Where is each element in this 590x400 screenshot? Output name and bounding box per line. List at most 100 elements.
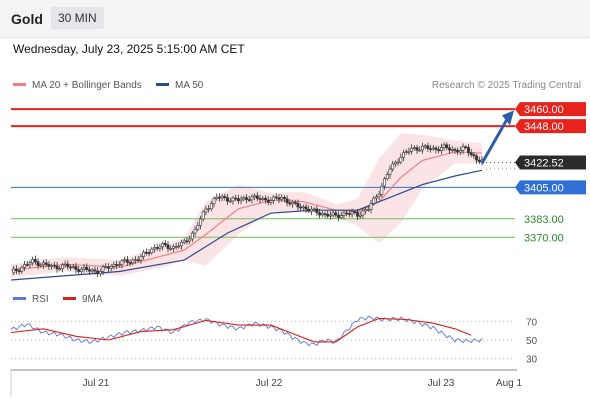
candle-body: [207, 208, 211, 211]
candle-body: [139, 256, 143, 261]
candle-body: [388, 168, 392, 176]
candle-body: [421, 145, 424, 151]
credit-text: Research © 2025 Trading Central: [431, 80, 581, 91]
rsi-level-label: 50: [526, 336, 538, 347]
candle-body: [477, 159, 481, 163]
time-tick-label: Jul 21: [83, 378, 110, 389]
candle-body: [212, 198, 216, 205]
candle-body: [250, 196, 254, 201]
candle-body: [407, 151, 411, 153]
candle-body: [307, 208, 311, 212]
candle-body: [255, 195, 259, 199]
candle-body: [464, 146, 468, 149]
candle-body: [66, 263, 70, 268]
candle-body: [461, 146, 465, 151]
rsi-ma-label: 9MA: [82, 294, 103, 305]
candle-body: [166, 244, 170, 249]
ma20-swatch: [13, 82, 26, 86]
candle-body: [58, 268, 62, 271]
candle-body: [220, 196, 224, 199]
candle-body: [209, 203, 213, 210]
level-lines: [11, 108, 515, 238]
label-s2: 3370.00: [524, 232, 564, 244]
candle-body: [288, 202, 292, 205]
candle-body: [182, 240, 186, 243]
candle-body: [310, 209, 313, 212]
candle-body: [258, 198, 262, 200]
timeframe-button[interactable]: 30 MIN: [51, 7, 104, 29]
candle-body: [293, 201, 297, 204]
candle-body: [329, 214, 332, 217]
candle-body: [277, 197, 281, 200]
candle-body: [115, 264, 118, 266]
candle-body: [134, 259, 137, 262]
candle-body: [107, 266, 110, 269]
candle-body: [312, 208, 316, 211]
legend-rsi-ma: 9MA: [63, 294, 103, 305]
candle-body: [282, 197, 286, 200]
candle-body: [434, 147, 438, 150]
candle-body: [396, 161, 400, 164]
candle-body: [353, 211, 357, 214]
candle-body: [155, 247, 159, 249]
candle-body: [415, 147, 419, 151]
rsi-label: RSI: [32, 294, 49, 305]
label-r1-text: 3448.00: [524, 121, 564, 133]
candle-body: [158, 246, 162, 249]
candle-body: [439, 147, 443, 152]
rsi-ma-swatch: [63, 296, 76, 300]
candle-body: [174, 246, 178, 248]
bollinger-bands: [11, 133, 482, 278]
rsi-panel: 70 50 30: [10, 315, 538, 366]
candle-body: [104, 266, 108, 269]
candle-body: [450, 149, 454, 151]
candle-body: [144, 251, 148, 254]
candle-body: [196, 225, 200, 230]
candle-body: [245, 197, 248, 200]
candle-body: [31, 259, 35, 264]
candle-body: [47, 264, 51, 267]
candle-body: [218, 196, 221, 199]
candle-body: [23, 264, 26, 268]
candle-body: [131, 259, 135, 264]
candle-body: [96, 270, 100, 275]
legend-rsi: RSI: [13, 294, 49, 305]
candle-body: [239, 198, 243, 202]
candle-body: [136, 259, 140, 262]
forecast-arrow: [480, 118, 509, 164]
candle-body: [79, 268, 83, 272]
label-pivot-text: 3405.00: [524, 182, 564, 194]
candle-body: [180, 242, 183, 247]
label-r2-tag: [515, 102, 586, 117]
candle-body: [323, 213, 327, 216]
time-tick-label: Jul 23: [428, 378, 455, 389]
candle-body: [39, 264, 43, 267]
candle-body: [385, 174, 389, 180]
candle-body: [404, 151, 408, 153]
candle-body: [334, 212, 338, 216]
candle-body: [109, 266, 113, 269]
candlesticks: [12, 110, 514, 278]
candle-body: [226, 197, 229, 202]
candle-body: [61, 264, 64, 270]
candle-body: [274, 196, 278, 199]
label-r2: 3460.00: [515, 102, 586, 117]
candle-body: [429, 148, 432, 150]
candle-body: [266, 199, 270, 203]
level-labels: 3460.00 3448.00 3422.52 3405.00 3383.00 3370.…: [515, 102, 586, 244]
candle-body: [453, 149, 457, 151]
label-s2-text: 3370.00: [524, 232, 564, 244]
candle-body: [193, 228, 197, 234]
candle-body: [28, 262, 32, 266]
candle-body: [128, 262, 132, 264]
candle-body: [445, 144, 449, 149]
candle-body: [393, 161, 397, 165]
candle-body: [345, 212, 349, 215]
label-last-price: 3422.52: [515, 155, 586, 170]
candle-body: [147, 252, 151, 254]
rsi-ma-line: [10, 317, 472, 343]
candle-body: [372, 197, 376, 204]
candle-body: [223, 196, 227, 199]
candle-body: [304, 206, 308, 210]
